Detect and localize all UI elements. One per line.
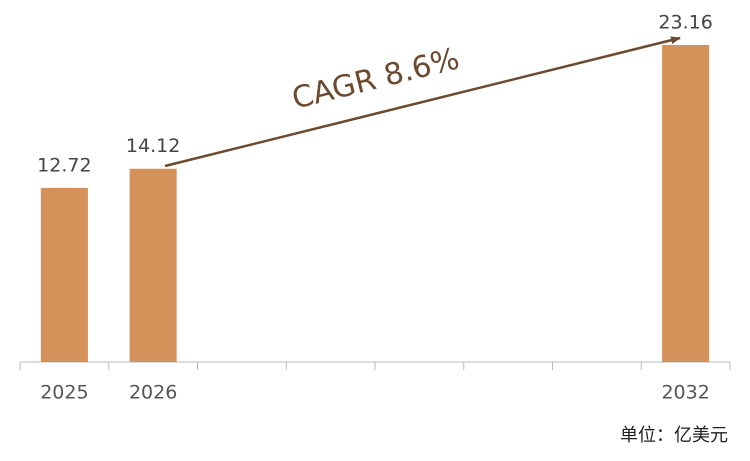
value-label: 14.12 [126, 135, 180, 157]
bar [129, 168, 177, 362]
value-label: 23.16 [658, 12, 712, 34]
unit-label: 单位：亿美元 [620, 425, 728, 446]
bar [662, 45, 710, 362]
cagr-arrow [164, 36, 681, 168]
bar [40, 187, 88, 362]
x-tick-label: 2032 [661, 382, 709, 404]
x-tick-label: 2025 [40, 382, 88, 404]
cagr-annotation: CAGR 8.6% [289, 41, 463, 116]
x-tick-label: 2026 [129, 382, 177, 404]
value-label: 12.72 [37, 154, 91, 176]
